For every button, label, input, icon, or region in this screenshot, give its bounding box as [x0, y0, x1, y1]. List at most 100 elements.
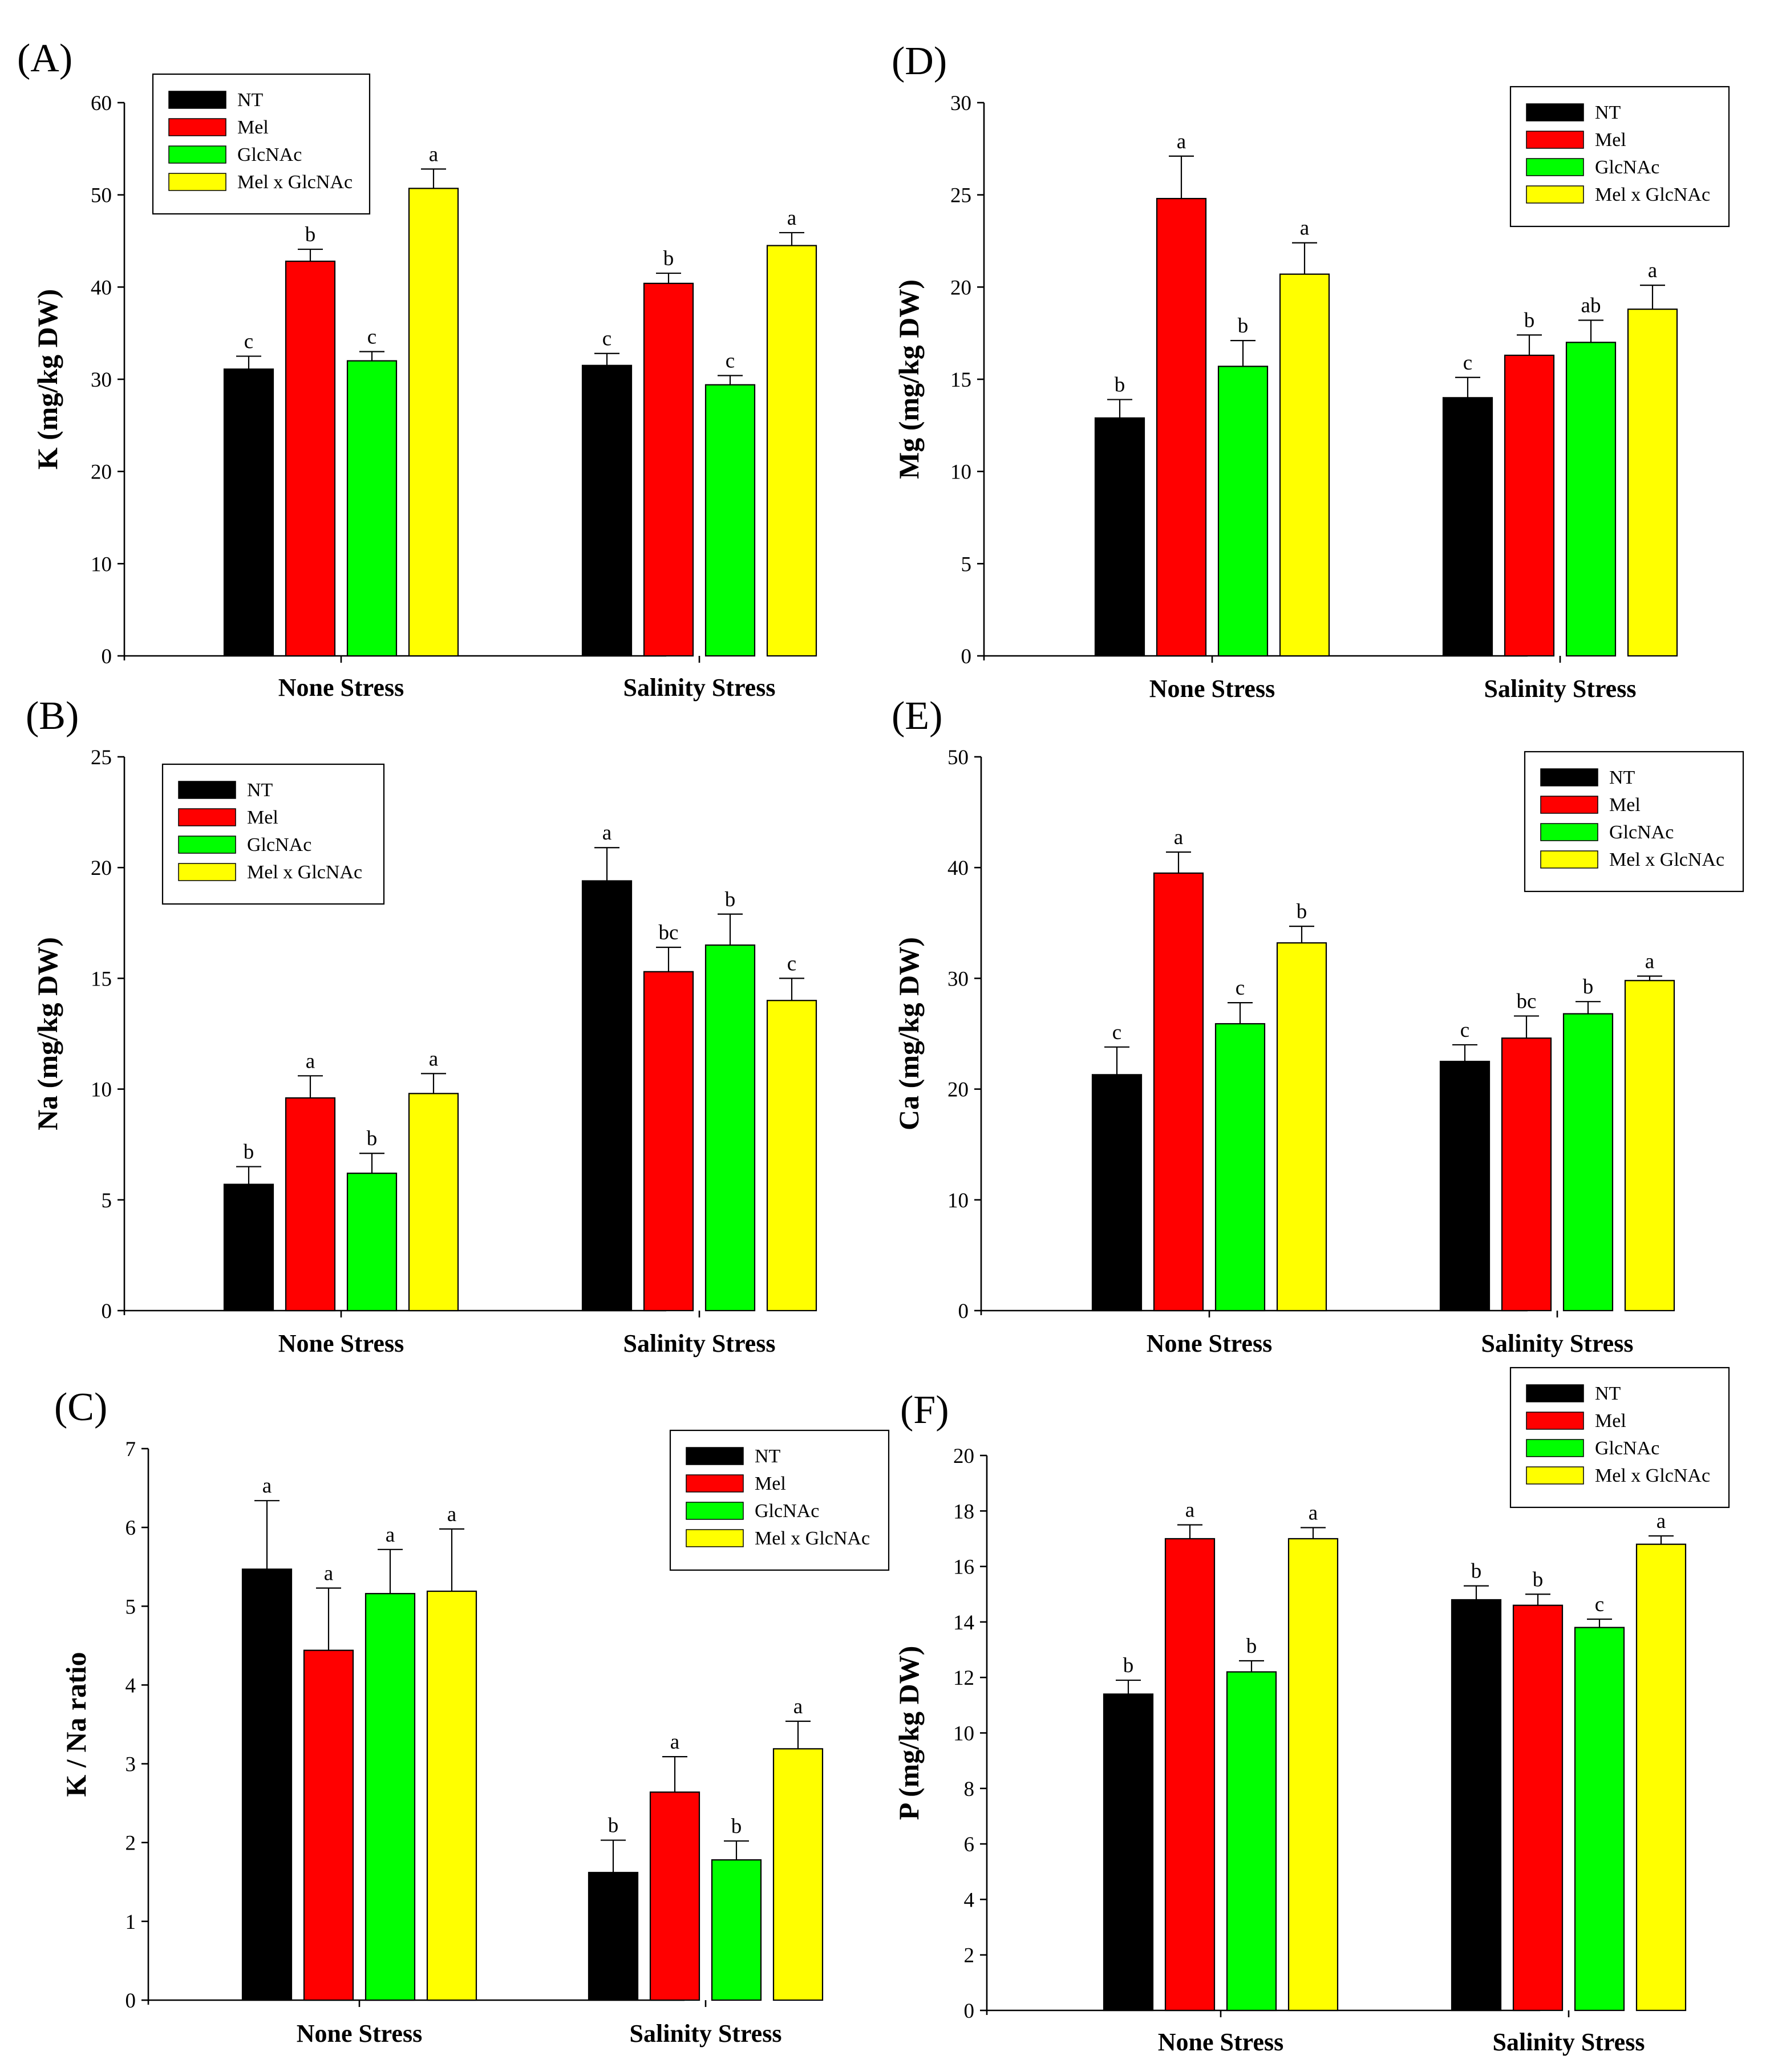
legend-label: GlcNAc [1595, 157, 1659, 178]
y-tick-label: 30 [947, 967, 969, 991]
y-tick-label: 2 [125, 1832, 136, 1855]
legend-swatch [1540, 823, 1598, 841]
bar [1164, 1538, 1216, 2012]
x-tick-label: Salinity Stress [1493, 2028, 1645, 2056]
x-tick-label: None Stress [1158, 2028, 1283, 2056]
y-tick-label: 60 [91, 92, 112, 115]
legend-label: GlcNAc [1609, 822, 1674, 843]
legend-swatch [168, 173, 226, 191]
y-tick-label: 20 [91, 857, 112, 880]
bar [1635, 1543, 1687, 2012]
significance-letter: a [306, 1049, 315, 1073]
legend-swatch [1526, 1384, 1584, 1402]
bar [1226, 1671, 1277, 2012]
significance-letter: a [1177, 130, 1186, 153]
y-tick-label: 2 [964, 1944, 975, 1968]
significance-letter: b [305, 223, 316, 246]
x-tick-label: None Stress [1149, 675, 1275, 703]
legend-swatch [1540, 850, 1598, 869]
legend-swatch [178, 863, 236, 881]
legend-swatch [1526, 1412, 1584, 1430]
bar [1439, 1060, 1491, 1312]
bar [1574, 1627, 1625, 2012]
significance-letter: a [793, 1695, 803, 1718]
x-tick-label: Salinity Stress [623, 674, 776, 702]
bar [581, 364, 633, 657]
y-tick-label: 20 [91, 461, 112, 484]
chart-panel: (F) P (mg/kg DW) 0 2 4 6 8 10 12 14 16 18 20 None Str… [893, 1367, 1730, 2056]
significance-letter: a [1174, 826, 1183, 849]
y-tick-label: 5 [961, 553, 972, 576]
panel-label: (C) [54, 1385, 107, 1429]
legend-label: GlcNAc [755, 1501, 819, 1522]
y-tick-label: 0 [125, 1989, 136, 2013]
bar [365, 1593, 416, 2001]
legend-label: Mel x GlcNAc [755, 1528, 870, 1549]
y-tick-label: 10 [950, 461, 971, 484]
significance-letter: c [602, 327, 611, 351]
significance-letter: b [608, 1814, 619, 1838]
bar [704, 944, 756, 1312]
bar [241, 1568, 293, 2001]
x-tick-label: None Stress [297, 2020, 422, 2047]
legend: NT Mel GlcNAc Mel x GlcNAc [669, 1429, 890, 1571]
significance-letter: b [1123, 1654, 1134, 1677]
significance-letter: b [1246, 1635, 1257, 1658]
y-tick-label: 25 [91, 746, 112, 769]
chart-panel: (A) K (mg/kg DW) 0 10 20 30 40 50 60 None Stress c… [17, 37, 817, 702]
y-tick-label: 6 [964, 1833, 975, 1856]
y-axis-label: K (mg/kg DW) [31, 289, 63, 470]
significance-letter: b [1533, 1568, 1544, 1591]
significance-letter: b [244, 1141, 254, 1164]
significance-letter: bc [1517, 990, 1537, 1013]
legend-label: NT [1595, 102, 1621, 123]
bar [766, 1000, 817, 1312]
bar [1442, 397, 1493, 657]
y-tick-label: 14 [953, 1611, 974, 1635]
legend-label: Mel [1595, 1410, 1626, 1432]
y-tick-label: 7 [125, 1438, 136, 1461]
y-axis-label: Mg (mg/kg DW) [893, 279, 925, 479]
y-tick-label: 15 [91, 967, 112, 991]
bar [1094, 417, 1145, 657]
legend-label: Mel [1609, 794, 1641, 816]
bar [1627, 309, 1678, 657]
legend-swatch [1526, 103, 1584, 121]
significance-letter: a [670, 1730, 679, 1754]
y-tick-label: 50 [91, 184, 112, 208]
bar [643, 971, 694, 1312]
significance-letter: a [386, 1523, 395, 1547]
bar [1217, 366, 1269, 657]
bar [303, 1649, 354, 2001]
chart-panel: (C) K / Na ratio 0 1 2 3 4 5 6 7 None Stress a a a a Sa… [54, 1385, 890, 2047]
y-tick-label: 5 [102, 1189, 112, 1213]
legend: NT Mel GlcNAc Mel x GlcNAc [1509, 86, 1730, 228]
significance-letter: c [726, 350, 735, 373]
bar [1501, 1037, 1552, 1312]
legend-swatch [686, 1474, 744, 1493]
legend-label: NT [237, 90, 264, 111]
bar [1624, 980, 1675, 1312]
legend-label: Mel x GlcNAc [237, 172, 353, 193]
significance-letter: c [1112, 1021, 1121, 1044]
legend: NT Mel GlcNAc Mel x GlcNAc [1509, 1367, 1730, 1509]
bar [643, 282, 694, 657]
y-tick-label: 30 [91, 368, 112, 392]
significance-letter: a [1645, 950, 1654, 974]
y-tick-label: 1 [125, 1911, 136, 1934]
bar [588, 1872, 639, 2001]
significance-letter: a [1648, 259, 1657, 282]
significance-letter: c [367, 326, 376, 349]
panel-label: (F) [900, 1388, 949, 1432]
y-tick-label: 15 [950, 368, 971, 392]
y-tick-label: 20 [950, 276, 971, 299]
significance-letter: c [1595, 1593, 1604, 1616]
significance-letter: a [787, 206, 796, 230]
bar [581, 880, 633, 1312]
bar [772, 1748, 824, 2001]
legend-swatch [1540, 796, 1598, 814]
legend-swatch [168, 118, 226, 136]
bar [223, 1183, 274, 1312]
legend-label: Mel x GlcNAc [1609, 849, 1724, 870]
legend-label: Mel x GlcNAc [1595, 1465, 1710, 1486]
